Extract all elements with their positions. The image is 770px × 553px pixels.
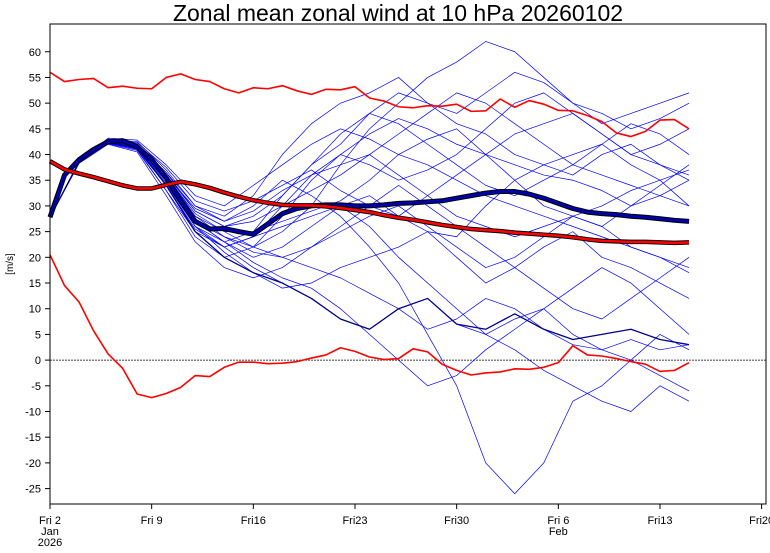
y-tick-label: -15 <box>25 432 41 444</box>
y-tick-label: 60 <box>29 47 41 59</box>
ensemble-member-9 <box>49 142 690 299</box>
x-tick-label: 2026 <box>38 537 62 548</box>
y-tick-label: -25 <box>25 484 41 496</box>
ensemble-member-17 <box>49 141 690 387</box>
climatology-min-line <box>49 254 690 399</box>
y-tick-label: 15 <box>29 278 41 290</box>
ensemble-member-12 <box>49 92 690 248</box>
y-tick-label: 20 <box>29 252 41 264</box>
x-tick-label: Fri23 <box>342 515 367 527</box>
climatology-max-line <box>49 71 690 138</box>
x-tick-label: Fri 6 <box>547 515 569 527</box>
x-tick-label: Fri30 <box>444 515 469 527</box>
chart-title: Zonal mean zonal wind at 10 hPa 20260102 <box>173 0 623 26</box>
y-axis-label: [m/s] <box>5 253 16 275</box>
ensemble-member-15 <box>49 143 690 320</box>
ensemble-member-2 <box>49 139 690 392</box>
y-tick-label: 55 <box>29 72 41 84</box>
y-tick-label: -10 <box>25 406 41 418</box>
y-tick-label: 25 <box>29 227 41 239</box>
y-tick-label: 50 <box>29 98 41 110</box>
y-tick-label: 30 <box>29 201 41 213</box>
y-tick-label: 35 <box>29 175 41 187</box>
ensemble-member-13 <box>49 128 690 268</box>
x-tick-label: Feb <box>549 526 568 538</box>
dark-ensemble-member <box>49 141 690 346</box>
series-layer <box>47 41 766 495</box>
y-tick-label: 10 <box>29 304 41 316</box>
x-tick-label: Fri16 <box>241 515 266 527</box>
y-tick-label: 45 <box>29 124 41 136</box>
plot-frame <box>49 23 767 505</box>
y-tick-label: -20 <box>25 458 41 470</box>
ensemble-member-6 <box>49 141 690 351</box>
ensemble-member-11 <box>49 141 690 412</box>
y-tick-label: 5 <box>35 329 41 341</box>
y-tick-label: 40 <box>29 150 41 162</box>
x-tick-label: Fri 9 <box>141 515 163 527</box>
climatology-mean-line <box>49 160 690 245</box>
y-tick-label: 0 <box>35 355 41 367</box>
x-tick-label: Jan <box>41 526 59 538</box>
x-tick-label: Fri20 <box>749 515 770 527</box>
ensemble-member-18 <box>49 113 690 243</box>
ensemble-member-4 <box>49 138 690 495</box>
x-tick-label: Fri13 <box>647 515 672 527</box>
x-tick-label: Fri 2 <box>39 515 61 527</box>
climatology-mean-outline <box>48 159 690 246</box>
axes-layer: -25 -20 -15 -10 -5 0 5 10 15 20 25 30 35 40 45 50 55 60 Fr… <box>25 47 770 549</box>
ensemble-member-7 <box>49 143 690 248</box>
y-tick-label: -5 <box>31 381 41 393</box>
ensemble-mean-line <box>48 139 690 236</box>
